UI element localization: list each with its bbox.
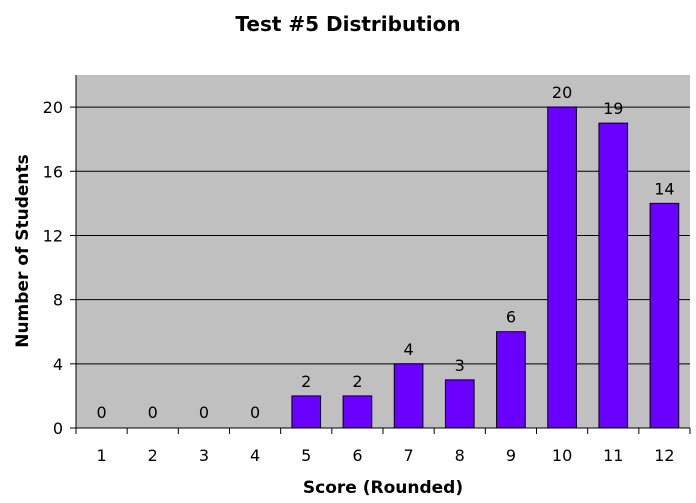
- bar: [444, 379, 475, 429]
- plot-area: [76, 75, 690, 428]
- y-axis-tick-label: 12: [43, 226, 63, 245]
- data-label: 3: [455, 356, 465, 375]
- y-axis-tick-label: 16: [43, 162, 63, 181]
- x-axis-tick-label: 1: [96, 446, 106, 465]
- y-axis-tick-label: 8: [53, 291, 63, 310]
- x-axis-tick-label: 2: [148, 446, 158, 465]
- data-label: 20: [552, 83, 572, 102]
- x-axis-tick-label: 5: [301, 446, 311, 465]
- bar: [291, 395, 322, 429]
- y-axis-tick-label: 0: [53, 419, 63, 438]
- bar: [649, 202, 680, 429]
- data-label: 14: [654, 179, 674, 198]
- data-label: 0: [199, 403, 209, 422]
- bar: [393, 363, 424, 429]
- y-axis-tick-label: 4: [53, 355, 63, 374]
- chart-title: Test #5 Distribution: [235, 12, 460, 36]
- y-axis-title: Number of Students: [13, 154, 33, 348]
- bar: [598, 122, 629, 429]
- y-axis-tick-labels: 0 4 8 12 16 20: [43, 98, 63, 438]
- data-labels: 0 0 0 0 2 2 4 3 6 20 19 14: [96, 83, 674, 422]
- data-label: 0: [96, 403, 106, 422]
- x-axis-tick-label: 10: [552, 446, 572, 465]
- x-axis-tick-label: 11: [603, 446, 623, 465]
- x-axis-title: Score (Rounded): [303, 478, 463, 498]
- bars: [291, 106, 680, 429]
- data-label: 2: [301, 372, 311, 391]
- bar: [342, 395, 373, 429]
- x-axis-tick-label: 12: [654, 446, 674, 465]
- x-axis-tick-label: 7: [403, 446, 413, 465]
- bar: [496, 331, 526, 429]
- data-label: 6: [506, 308, 516, 327]
- x-axis-tick-label: 4: [250, 446, 260, 465]
- x-axis-tick-labels: 1 2 3 4 5 6 7 8 9 10 11 12: [96, 446, 674, 465]
- data-label: 0: [148, 403, 158, 422]
- data-label: 2: [352, 372, 362, 391]
- data-label: 4: [403, 340, 413, 359]
- data-label: 0: [250, 403, 260, 422]
- x-axis-tick-label: 3: [199, 446, 209, 465]
- x-axis-tick-label: 8: [455, 446, 465, 465]
- y-axis-tick-label: 20: [43, 98, 63, 117]
- x-axis-tick-label: 9: [506, 446, 516, 465]
- bar: [547, 106, 577, 429]
- x-axis-tick-label: 6: [352, 446, 362, 465]
- gridlines: [76, 106, 690, 365]
- axes: [70, 75, 691, 434]
- data-label: 19: [603, 99, 623, 118]
